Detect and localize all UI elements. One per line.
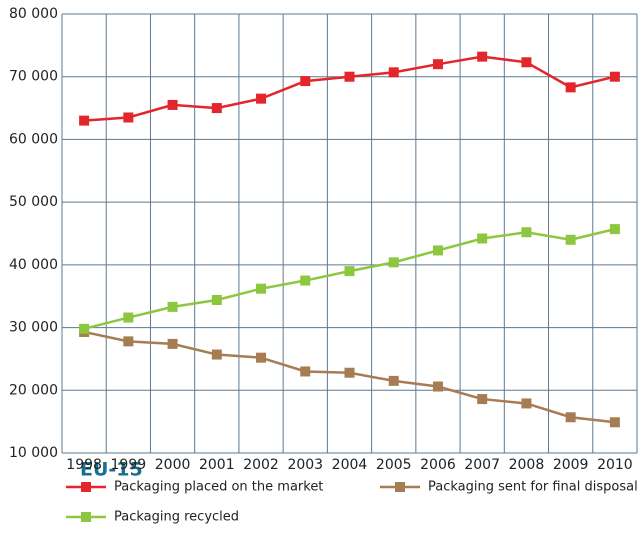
marker (609, 71, 620, 82)
marker (256, 93, 267, 104)
series-line (83, 227, 616, 331)
y-tick-label: 40 000 (9, 257, 58, 273)
legend-title: EU-15 (80, 459, 143, 481)
x-tick-label: 2005 (376, 457, 412, 473)
y-tick-label: 80 000 (9, 6, 58, 22)
marker (344, 71, 355, 82)
marker (123, 112, 134, 123)
y-tick-label: 60 000 (9, 131, 58, 147)
marker (609, 417, 620, 428)
marker (565, 234, 576, 245)
legend-marker (81, 512, 91, 522)
x-tick-label: 2001 (199, 457, 235, 473)
x-tick-label: 2006 (420, 457, 456, 473)
series-line (84, 55, 616, 122)
marker (123, 312, 134, 323)
marker (388, 257, 399, 268)
marker (521, 227, 532, 238)
x-tick-label: 2008 (509, 457, 545, 473)
marker (211, 294, 222, 305)
marker (79, 323, 90, 334)
marker (521, 398, 532, 409)
marker (344, 266, 355, 277)
marker (167, 301, 178, 312)
marker (211, 349, 222, 360)
marker (300, 366, 311, 377)
marker (256, 283, 267, 294)
x-tick-label: 2010 (597, 457, 633, 473)
marker (432, 245, 443, 256)
x-tick-label: 2000 (155, 457, 191, 473)
x-tick-label: 2003 (287, 457, 323, 473)
x-tick-label: 1998 (66, 457, 102, 473)
marker (609, 224, 620, 235)
y-tick-label: 70 000 (9, 69, 58, 85)
marker (432, 381, 443, 392)
marker (211, 103, 222, 114)
marker (477, 51, 488, 62)
marker (256, 352, 267, 363)
x-tick-label: 1999 (111, 457, 147, 473)
marker (300, 275, 311, 286)
marker (388, 67, 399, 78)
marker (167, 338, 178, 349)
x-tick-label: 2009 (553, 457, 589, 473)
marker (388, 375, 399, 386)
legend-marker (395, 482, 405, 492)
legend-marker (81, 482, 91, 492)
marker (344, 367, 355, 378)
marker (432, 59, 443, 70)
y-tick-label: 10 000 (9, 445, 58, 461)
marker (477, 233, 488, 244)
x-tick-label: 2004 (332, 457, 368, 473)
marker (477, 394, 488, 405)
marker (565, 82, 576, 93)
y-tick-label: 30 000 (9, 320, 58, 336)
marker (521, 57, 532, 68)
y-tick-label: 20 000 (9, 382, 58, 398)
x-tick-label: 2002 (243, 457, 279, 473)
marker (300, 76, 311, 87)
x-tick-label: 2007 (464, 457, 500, 473)
marker (565, 412, 576, 423)
marker (167, 99, 178, 110)
marker (123, 336, 134, 347)
y-tick-label: 50 000 (9, 194, 58, 210)
legend-label: Packaging placed on the market (114, 480, 323, 495)
legend-label: Packaging sent for final disposal (428, 480, 638, 495)
marker (79, 115, 90, 126)
legend-label: Packaging recycled (114, 510, 239, 525)
